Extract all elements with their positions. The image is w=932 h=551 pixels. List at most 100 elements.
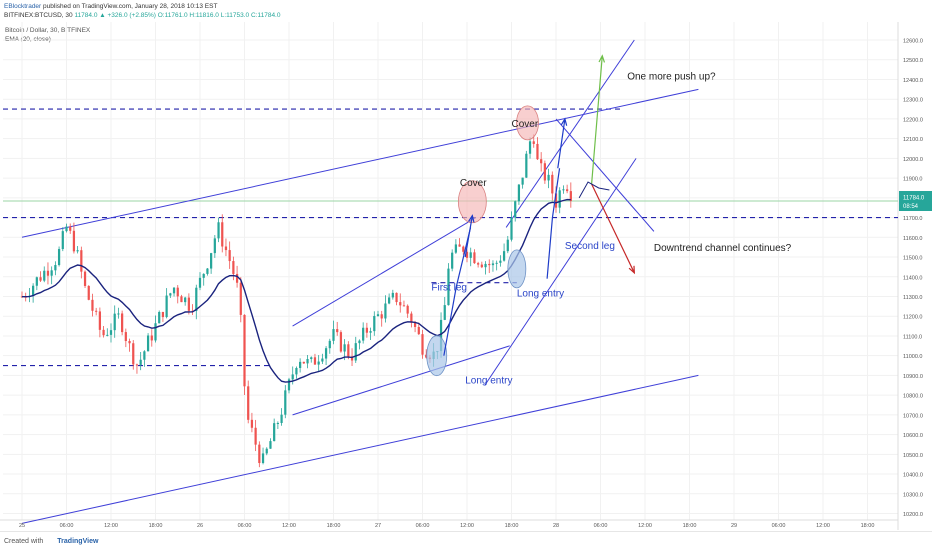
candle-body <box>202 273 205 278</box>
candle-body <box>113 313 116 331</box>
candle-body <box>499 260 502 263</box>
time-tick-label: 18:00 <box>149 523 163 529</box>
level-lines <box>3 108 898 367</box>
candle-body <box>143 351 146 360</box>
candle-body <box>91 299 94 311</box>
candle <box>528 137 532 159</box>
candle-body <box>369 331 372 333</box>
candle-body <box>447 268 450 306</box>
downtrend-arrow-shaft <box>591 183 635 274</box>
candle-body <box>506 239 509 252</box>
candle-body <box>87 285 90 300</box>
candle <box>150 329 153 347</box>
price-tick-label: 10500.0 <box>903 453 923 459</box>
downtrend-arrow-head <box>628 265 635 275</box>
candle <box>80 246 83 279</box>
symbol-label: BITFINEX:BTCUSD, 30 <box>4 12 73 19</box>
candle <box>465 249 469 263</box>
author-link[interactable]: EBlocktrader <box>4 3 42 10</box>
candle <box>458 238 461 247</box>
candle <box>61 227 64 252</box>
drawing-shapes <box>426 54 635 377</box>
last-price-countdown: 08:54 <box>903 204 919 210</box>
candle <box>146 333 150 352</box>
candle <box>191 304 194 315</box>
price-tick-label: 11600.0 <box>903 236 922 242</box>
candle <box>210 252 213 274</box>
candle <box>502 243 506 262</box>
candle <box>328 338 331 354</box>
candle-body <box>69 226 72 231</box>
candle <box>198 272 202 291</box>
candle <box>35 276 38 291</box>
price-tick-label: 12200.0 <box>903 117 923 123</box>
time-axis[interactable]: 25 06:00 12:00 18:00 26 06:00 12:00 18:00 27 06:0… <box>19 523 874 529</box>
candle <box>506 235 509 254</box>
first-leg-arrow-shaft <box>464 215 473 258</box>
price-tick-label: 10200.0 <box>903 512 923 518</box>
time-tick-label: 18:00 <box>683 523 697 529</box>
price-axis[interactable]: 10200.0 10300.0 10400.0 10500.0 10600.0 10700… <box>899 39 932 519</box>
candle <box>254 419 257 452</box>
candle <box>117 307 120 319</box>
time-tick-label: 26 <box>197 523 203 529</box>
ema-line <box>22 198 571 383</box>
push-up-arrow-shaft <box>591 55 603 185</box>
candle <box>369 327 372 341</box>
candle-body <box>410 313 413 323</box>
candle-body <box>495 262 498 264</box>
time-tick-label: 18:00 <box>861 523 875 529</box>
candle-body <box>172 287 176 294</box>
candle-body <box>128 341 131 344</box>
price-tick-label: 12400.0 <box>903 78 923 84</box>
created-with-label: Created with <box>4 538 44 545</box>
candle-body <box>284 390 287 415</box>
candle <box>480 261 483 269</box>
annotation-label: First leg <box>431 283 467 294</box>
time-tick-label: 06:00 <box>238 523 252 529</box>
second-leg-arrow-shaft <box>557 118 566 169</box>
price-tick-label: 11000.0 <box>903 354 922 360</box>
candle <box>202 273 205 286</box>
candle-body <box>235 273 239 283</box>
candle-body <box>165 295 168 318</box>
candle <box>28 287 31 303</box>
created-with-text: Created with TradingView <box>4 538 98 545</box>
candle-body <box>302 361 305 364</box>
candle <box>158 310 161 324</box>
candle-body <box>336 329 339 333</box>
candle-body <box>491 263 495 266</box>
candle <box>143 350 146 367</box>
candle-body <box>109 330 113 335</box>
candle-body <box>525 153 528 178</box>
legend-symbol[interactable]: Bitcoin / Dollar, 30, BITFINEX <box>5 27 91 34</box>
candle-body <box>477 263 480 265</box>
candle <box>76 246 79 254</box>
candle <box>306 354 309 369</box>
candle-body <box>488 263 491 266</box>
candle <box>402 300 406 307</box>
tradingview-logo[interactable]: TradingView <box>57 538 99 545</box>
candle-body <box>176 287 179 297</box>
candle-body <box>280 414 283 424</box>
candle-body <box>210 253 213 269</box>
candle <box>102 325 105 338</box>
price-chart[interactable]: Cover Cover One more push up? First leg Long… <box>0 22 932 530</box>
candle-body <box>451 252 454 269</box>
trendline <box>21 374 699 524</box>
candle <box>391 289 394 300</box>
last-price-value: 11784.0 <box>903 195 925 201</box>
publish-info: EBlocktrader published on TradingView.co… <box>4 3 217 11</box>
annotation-label: Long entry <box>465 375 512 386</box>
candle <box>258 441 261 468</box>
candle-body <box>299 361 302 368</box>
candle <box>514 200 517 222</box>
candle <box>336 321 339 336</box>
candle <box>224 238 228 257</box>
candle-body <box>221 222 224 247</box>
candle <box>473 249 476 264</box>
candle <box>454 239 457 254</box>
candle <box>128 338 131 352</box>
candle-body <box>510 217 513 240</box>
candle <box>113 305 116 338</box>
